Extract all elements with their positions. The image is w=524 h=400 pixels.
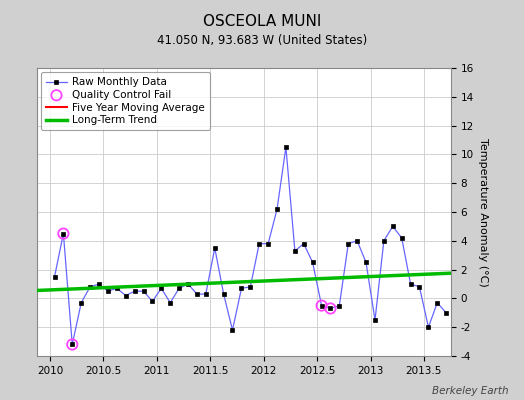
Y-axis label: Temperature Anomaly (°C): Temperature Anomaly (°C) [477, 138, 487, 286]
Raw Monthly Data [185, 282, 191, 286]
Raw Monthly Data [399, 236, 405, 240]
Raw Monthly Data [221, 292, 227, 296]
Raw Monthly Data [336, 303, 343, 308]
Raw Monthly Data [167, 300, 173, 305]
Raw Monthly Data [363, 260, 369, 265]
Raw Monthly Data [381, 238, 387, 243]
Quality Control Fail [59, 230, 68, 237]
Quality Control Fail [68, 341, 77, 348]
Raw Monthly Data [194, 292, 200, 296]
Raw Monthly Data [408, 282, 414, 286]
Raw Monthly Data [132, 289, 138, 294]
Raw Monthly Data [78, 300, 84, 305]
Raw Monthly Data [265, 241, 271, 246]
Raw Monthly Data [443, 310, 449, 315]
Raw Monthly Data [96, 282, 102, 286]
Text: Berkeley Earth: Berkeley Earth [432, 386, 508, 396]
Raw Monthly Data [301, 241, 307, 246]
Raw Monthly Data [105, 289, 111, 294]
Raw Monthly Data [425, 325, 432, 330]
Text: OSCEOLA MUNI: OSCEOLA MUNI [203, 14, 321, 29]
Quality Control Fail [318, 302, 326, 309]
Raw Monthly Data [51, 274, 58, 279]
Raw Monthly Data [319, 303, 325, 308]
Raw Monthly Data [390, 224, 396, 229]
Legend: Raw Monthly Data, Quality Control Fail, Five Year Moving Average, Long-Term Tren: Raw Monthly Data, Quality Control Fail, … [41, 72, 210, 130]
Raw Monthly Data [372, 318, 378, 322]
Raw Monthly Data [283, 145, 289, 150]
Raw Monthly Data [203, 292, 209, 296]
Raw Monthly Data [247, 284, 254, 289]
Raw Monthly Data [256, 241, 263, 246]
Raw Monthly Data [212, 246, 218, 250]
Raw Monthly Data [158, 286, 165, 291]
Raw Monthly Data [345, 241, 352, 246]
Raw Monthly Data [434, 300, 441, 305]
Raw Monthly Data [274, 207, 280, 212]
Raw Monthly Data [176, 286, 182, 291]
Raw Monthly Data [69, 342, 75, 347]
Raw Monthly Data [238, 286, 245, 291]
Text: 41.050 N, 93.683 W (United States): 41.050 N, 93.683 W (United States) [157, 34, 367, 47]
Raw Monthly Data [149, 299, 156, 304]
Raw Monthly Data [140, 289, 147, 294]
Raw Monthly Data [230, 328, 236, 332]
Raw Monthly Data [123, 293, 129, 298]
Raw Monthly Data [60, 231, 67, 236]
Raw Monthly Data [114, 286, 120, 291]
Raw Monthly Data [328, 306, 334, 311]
Raw Monthly Data [354, 238, 361, 243]
Raw Monthly Data [292, 248, 298, 253]
Line: Raw Monthly Data: Raw Monthly Data [52, 145, 448, 346]
Raw Monthly Data [87, 284, 93, 289]
Raw Monthly Data [416, 284, 422, 289]
Raw Monthly Data [310, 260, 316, 265]
Quality Control Fail [326, 305, 335, 312]
